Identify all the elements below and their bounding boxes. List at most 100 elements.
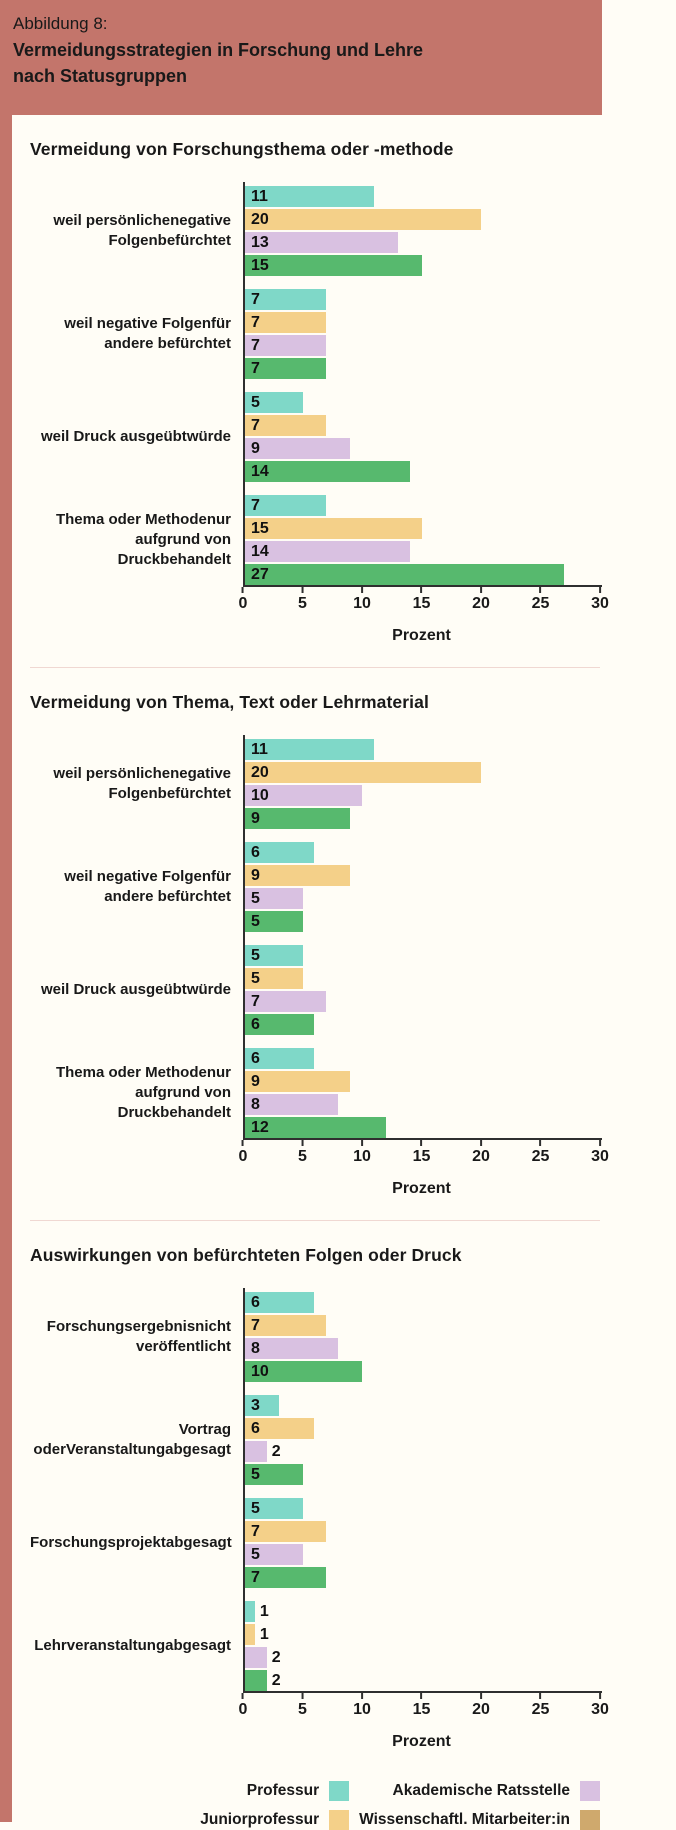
bar-value-label: 9 [251, 1072, 260, 1090]
tick-mark [360, 587, 363, 593]
bar-row: 5 [243, 945, 600, 966]
tick-mark [539, 1140, 542, 1146]
tick-label: 25 [531, 1701, 550, 1718]
bar-chart: weil persönlichenegative Folgenbefürchte… [30, 735, 609, 1210]
bar-lavender [243, 1441, 267, 1462]
bar-yellow [243, 865, 351, 886]
category-group: Forschungsprojektabgesagt 5 7 5 7 [30, 1498, 600, 1588]
bar-yellow [243, 1315, 327, 1336]
bar-green [243, 1117, 386, 1138]
x-axis-label: Prozent [392, 1180, 451, 1197]
x-axis-tick: 30 [591, 1693, 609, 1719]
bar-row: 11 [243, 739, 600, 760]
category-label-line: Thema oder Methode [55, 511, 207, 528]
x-axis-tick: 0 [239, 1693, 247, 1719]
bar-row: 7 [243, 312, 600, 333]
tick-label: 15 [412, 1148, 431, 1165]
tick-mark [420, 587, 423, 593]
tick-mark [539, 587, 542, 593]
bar-value-label: 11 [251, 187, 268, 205]
category-group: Lehrveranstaltungabgesagt 1 1 2 2 [30, 1601, 600, 1691]
bar-stack: 5 7 9 14 [243, 392, 600, 482]
bar-lavender [243, 888, 303, 909]
bar-row: 9 [243, 438, 600, 459]
section-title: Vermeidung von Thema, Text oder Lehrmate… [30, 692, 429, 712]
bar-value-label: 13 [251, 233, 269, 251]
bar-green [243, 1670, 267, 1691]
tick-mark [301, 587, 304, 593]
bar-row: 9 [243, 808, 600, 829]
tick-label: 30 [591, 1148, 609, 1165]
bar-stack: 5 5 7 6 [243, 945, 600, 1035]
bar-value-label: 10 [251, 786, 269, 804]
bar-row: 9 [243, 1071, 600, 1092]
category-label: weil negative Folgenfür andere befürchte… [30, 867, 243, 907]
chart-section: Vermeidung von Thema, Text oder Lehrmate… [30, 692, 609, 1210]
bar-row: 1 [243, 1601, 600, 1622]
bar-stack: 6 9 5 5 [243, 842, 600, 932]
category-group: weil Druck ausgeübtwürde 5 5 7 6 [30, 945, 600, 1035]
x-axis-tick: 30 [591, 1140, 609, 1166]
bar-green [243, 1464, 303, 1485]
legend-swatch-akademische-ratsstelle [580, 1781, 600, 1801]
tick-label: 25 [531, 595, 550, 612]
bar-lavender [243, 1544, 303, 1565]
tick-label: 10 [353, 1701, 371, 1718]
bar-value-label: 7 [251, 416, 260, 434]
bar-yellow [243, 1624, 255, 1645]
bar-value-label: 7 [251, 290, 260, 308]
tick-mark [479, 1140, 482, 1146]
bar-value-label: 9 [251, 866, 260, 884]
bar-teal [243, 495, 327, 516]
bar-row: 6 [243, 1014, 600, 1035]
section-divider [30, 1220, 600, 1221]
bar-teal [243, 392, 303, 413]
bar-value-label: 6 [251, 1015, 260, 1033]
figure-header: Abbildung 8: Vermeidungsstrategien in Fo… [13, 11, 588, 89]
x-axis-tick: 5 [298, 587, 307, 613]
bar-row: 10 [243, 785, 600, 806]
bar-row: 5 [243, 1544, 600, 1565]
category-label-line: Lehrveranstaltung [34, 1637, 166, 1654]
chart-section: Auswirkungen von befürchteten Folgen ode… [30, 1245, 609, 1763]
section-divider [30, 667, 600, 668]
bar-value-label: 2 [271, 1648, 281, 1666]
tick-label: 25 [531, 1148, 550, 1165]
bar-row: 5 [243, 1498, 600, 1519]
bar-teal [243, 186, 374, 207]
bar-value-label: 7 [251, 496, 260, 514]
bar-row: 20 [243, 762, 600, 783]
x-axis-tick: 10 [353, 587, 371, 613]
bar-row: 7 [243, 1315, 600, 1336]
bar-value-label: 7 [251, 336, 260, 354]
bar-stack: 6 7 8 10 [243, 1292, 600, 1382]
bar-row: 6 [243, 1418, 600, 1439]
bar-row: 14 [243, 541, 600, 562]
bar-yellow [243, 209, 481, 230]
bar-row: 2 [243, 1647, 600, 1668]
category-label-line: abgesagt [165, 1534, 232, 1551]
bar-green [243, 911, 303, 932]
bar-teal [243, 1498, 303, 1519]
bar-value-label: 9 [251, 439, 260, 457]
bar-green [243, 1567, 327, 1588]
x-axis-tick: 20 [472, 1140, 490, 1166]
bar-green [243, 1014, 315, 1035]
bar-lavender [243, 1338, 339, 1359]
bar-lavender [243, 1647, 267, 1668]
bar-green [243, 255, 422, 276]
x-axis-line [243, 1691, 602, 1693]
tick-mark [360, 1140, 363, 1146]
category-label-line: negative Folgen [108, 765, 231, 802]
bar-lavender [243, 1094, 339, 1115]
x-axis-tick: 25 [531, 1140, 550, 1166]
bar-row: 5 [243, 1464, 600, 1485]
x-axis-tick: 10 [353, 1693, 371, 1719]
bar-value-label: 7 [251, 359, 260, 377]
bar-green [243, 808, 351, 829]
tick-label: 10 [353, 1148, 371, 1165]
bar-stack: 5 7 5 7 [243, 1498, 600, 1588]
tick-mark [301, 1140, 304, 1146]
